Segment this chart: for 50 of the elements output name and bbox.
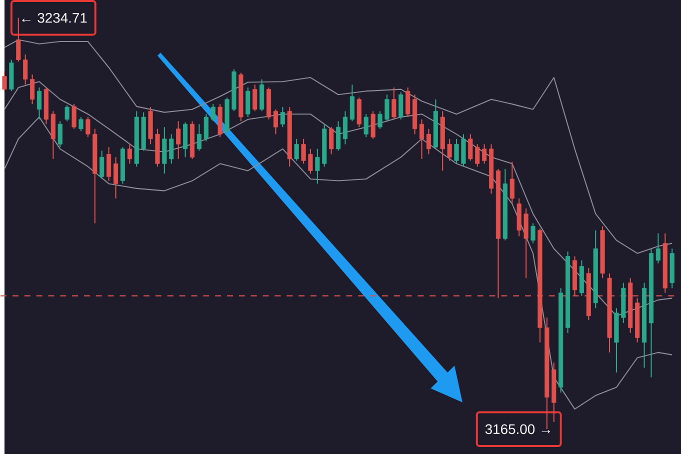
candlestick	[196, 124, 202, 152]
candlestick	[252, 84, 258, 112]
candlestick	[370, 110, 376, 140]
candlestick	[329, 126, 334, 155]
candlestick	[30, 74, 35, 105]
candlestick	[127, 144, 132, 164]
candlestick	[294, 138, 299, 162]
candlestick	[315, 148, 320, 184]
candlestick	[78, 116, 84, 132]
candlestick	[2, 71, 7, 92]
candlestick	[530, 222, 536, 244]
candlestick	[510, 161, 514, 204]
candlestick	[482, 144, 487, 164]
candlestick	[342, 110, 348, 145]
candlestick	[64, 104, 70, 122]
candlestick	[169, 134, 174, 164]
candlestick	[210, 104, 216, 122]
candlestick	[204, 114, 208, 142]
candlestick	[419, 118, 424, 160]
annotation: ← 3234.71	[22, 12, 87, 23]
candlestick	[308, 148, 313, 174]
candlestick	[447, 138, 452, 162]
candlestick	[58, 120, 62, 148]
candlestick	[656, 232, 660, 264]
candlestick	[273, 108, 278, 135]
candlestick	[468, 134, 473, 162]
candlestick	[301, 138, 306, 164]
candlestick	[72, 104, 76, 130]
candlestick	[350, 84, 354, 122]
candlestick	[384, 94, 390, 122]
candlestick	[176, 120, 181, 160]
candlestick	[86, 116, 90, 138]
candlestick	[364, 114, 368, 138]
annotation: 3165.00 →	[485, 424, 550, 434]
candlestick	[398, 92, 404, 120]
candlestick	[392, 87, 396, 120]
candlestick	[406, 87, 410, 118]
candlestick	[426, 128, 431, 155]
candlestick	[378, 110, 382, 130]
candlestick	[106, 146, 112, 182]
candlestick	[246, 87, 250, 118]
candlestick	[454, 138, 459, 164]
candlestick	[280, 106, 285, 128]
candlestick	[113, 156, 118, 199]
candlestick	[23, 54, 28, 86]
candlestick	[475, 144, 480, 168]
candlestick	[36, 87, 42, 120]
candlestick	[16, 17, 21, 62]
candlestick	[100, 150, 104, 180]
candlestick	[336, 120, 341, 152]
